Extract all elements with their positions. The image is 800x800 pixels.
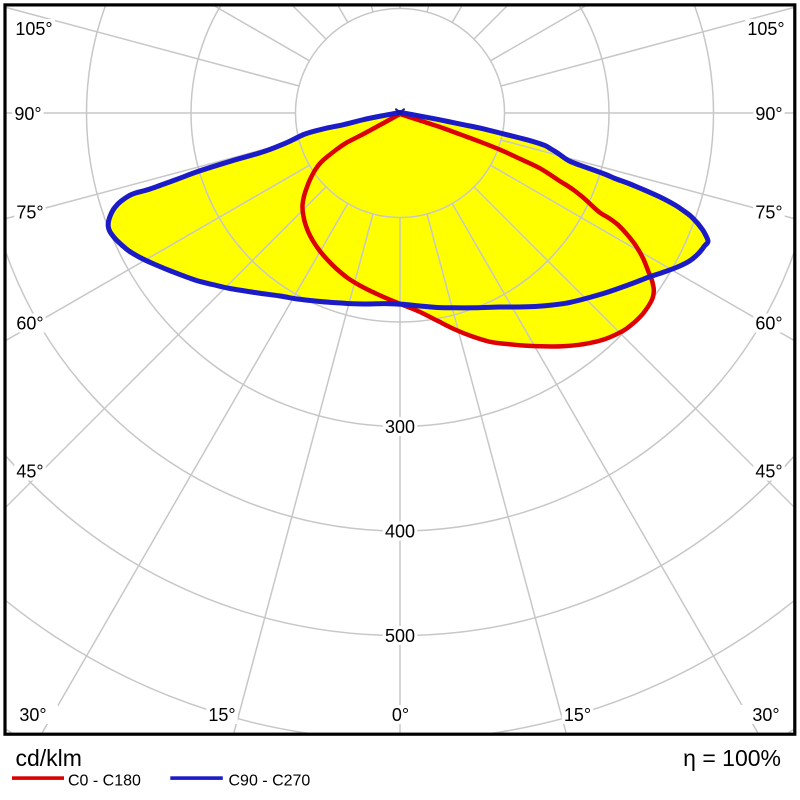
svg-text:η = 100%: η = 100% <box>683 745 781 771</box>
svg-text:90°: 90° <box>755 104 782 124</box>
svg-text:30°: 30° <box>752 705 779 725</box>
svg-text:15°: 15° <box>564 705 591 725</box>
svg-text:500: 500 <box>385 626 415 646</box>
svg-text:75°: 75° <box>755 202 782 222</box>
svg-text:60°: 60° <box>16 313 43 333</box>
svg-text:45°: 45° <box>16 461 43 481</box>
svg-text:0°: 0° <box>392 705 409 725</box>
svg-text:45°: 45° <box>755 461 782 481</box>
svg-text:105°: 105° <box>15 19 52 39</box>
svg-text:75°: 75° <box>16 202 43 222</box>
svg-text:C90 - C270: C90 - C270 <box>229 773 311 790</box>
svg-text:90°: 90° <box>14 104 41 124</box>
svg-text:15°: 15° <box>208 705 235 725</box>
svg-text:400: 400 <box>385 521 415 541</box>
svg-text:cd/klm: cd/klm <box>16 745 82 771</box>
svg-text:300: 300 <box>385 417 415 437</box>
svg-text:C0 - C180: C0 - C180 <box>68 773 141 790</box>
svg-text:105°: 105° <box>747 19 784 39</box>
svg-text:60°: 60° <box>755 313 782 333</box>
svg-text:30°: 30° <box>19 705 46 725</box>
